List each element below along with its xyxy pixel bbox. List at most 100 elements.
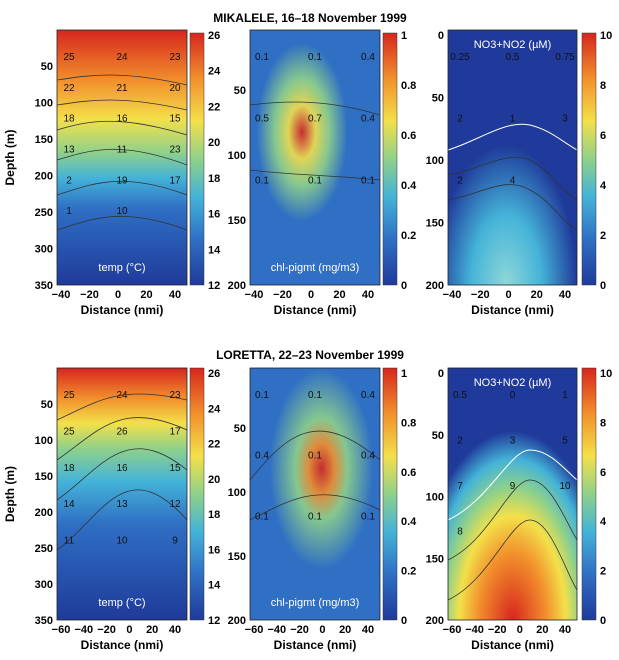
contour-label: 0.4: [361, 451, 375, 462]
nitrate-contour: [447, 184, 578, 231]
isotherm: [56, 393, 188, 421]
colorbar-chl: [382, 367, 398, 621]
y-tick-label: 250: [35, 207, 53, 219]
contour-label: 1: [66, 206, 72, 217]
contour-label: 9: [172, 536, 178, 547]
x-tick-label: 0: [505, 289, 511, 301]
y-tick-label: 50: [234, 423, 246, 435]
colorbar-tick-label: 20: [208, 474, 220, 486]
y-tick-label: 100: [426, 155, 444, 167]
y-tick-label: 0: [438, 30, 444, 42]
colorbar-temp: [189, 32, 205, 286]
panel-mikalele-chl: [249, 30, 398, 286]
colorbar-tick-label: 12: [208, 615, 220, 627]
x-tick-label: −60: [52, 624, 71, 636]
colorbar-tick-label: 10: [600, 368, 612, 380]
contour-label: 25: [63, 426, 75, 437]
variable-label: NO3+NO2 (µM): [474, 39, 552, 51]
colorbar-tick-label: 26: [208, 368, 220, 380]
panel-loretta-chl: [249, 367, 398, 621]
plot-frame: [56, 29, 188, 286]
colorbar-tick-label: 0.8: [401, 80, 416, 92]
contour-label: 5: [562, 436, 568, 447]
colorbar-tick-label: 0.6: [401, 130, 416, 142]
colorbar-tick-label: 16: [208, 209, 220, 221]
x-axis-label: Distance (nmi): [274, 638, 357, 652]
x-tick-label: −40: [52, 289, 71, 301]
variable-label: chl-pigmt (mg/m3): [271, 262, 360, 274]
title-loretta: LORETTA, 22–23 November 1999: [216, 348, 404, 362]
x-tick-label: 0: [115, 289, 121, 301]
colorbar-tick-label: 6: [600, 467, 606, 479]
x-tick-label: 40: [362, 624, 374, 636]
panel-mikalele-temp: [56, 30, 205, 286]
contour-label: 10: [116, 206, 128, 217]
contour-label: 9: [510, 481, 516, 492]
x-tick-label: 0: [308, 289, 314, 301]
x-tick-label: −40: [465, 624, 484, 636]
x-tick-label: −40: [267, 624, 286, 636]
colorbar-tick-label: 1: [401, 368, 407, 380]
contour-label: 17: [169, 175, 181, 186]
isotherm: [56, 215, 188, 231]
contour-label: 26: [116, 426, 128, 437]
contour-label: 0.5: [255, 114, 269, 125]
x-tick-label: −60: [245, 624, 264, 636]
contour-label: 11: [117, 145, 128, 156]
panel-loretta-nitrate: [447, 367, 597, 621]
colorbar-tick-label: 1: [401, 30, 407, 42]
contour-label: 3: [510, 436, 516, 447]
colorbar-tick-label: 12: [208, 280, 220, 292]
contour-label: 2: [66, 175, 72, 186]
contour-label: 10: [559, 481, 571, 492]
x-tick-label: −40: [443, 289, 462, 301]
contour-label: 0.1: [361, 175, 375, 186]
colorbar-tick-label: 10: [600, 30, 612, 42]
colorbar-tick-label: 8: [600, 417, 606, 429]
contour-label: 0.5: [506, 52, 520, 63]
contour-label: 0.1: [308, 390, 322, 401]
chl-contour: [249, 494, 381, 521]
isotherm: [56, 489, 188, 551]
contour-label: 25: [63, 52, 75, 63]
contour-label: 24: [116, 390, 128, 401]
x-tick-label: −20: [471, 289, 490, 301]
colorbar-tick-label: 0.2: [401, 230, 416, 242]
y-axis-label: Depth (m): [3, 466, 17, 522]
colorbar-tick-label: 18: [208, 173, 220, 185]
contour-label: 0.1: [255, 390, 269, 401]
contour-label: 16: [116, 463, 128, 474]
colorbar-tick-label: 0.8: [401, 417, 416, 429]
y-tick-label: 100: [35, 435, 53, 447]
colorbar-tick-label: 24: [208, 66, 221, 78]
colorbar-tick-label: 22: [208, 439, 220, 451]
y-tick-label: 250: [35, 543, 53, 555]
contour-label: 17: [169, 426, 181, 437]
contour-label: 1: [562, 390, 568, 401]
variable-label: temp (°C): [98, 597, 145, 609]
contour-label: 0.1: [255, 175, 269, 186]
y-tick-label: 100: [426, 492, 444, 504]
isotherm: [56, 448, 188, 501]
chl-contour: [249, 101, 381, 116]
contour-label: 7: [457, 481, 463, 492]
colorbar-tick-label: 2: [600, 230, 606, 242]
isotherm: [56, 417, 188, 461]
variable-label: temp (°C): [98, 262, 145, 274]
y-tick-label: 150: [228, 551, 246, 563]
x-tick-label: 40: [169, 624, 181, 636]
contour-label: 0.1: [308, 451, 322, 462]
y-tick-label: 200: [228, 615, 246, 627]
y-tick-label: 350: [35, 280, 53, 292]
x-tick-label: 20: [140, 289, 152, 301]
contour-label: 12: [169, 499, 181, 510]
x-tick-label: 40: [559, 289, 571, 301]
y-tick-label: 150: [426, 553, 444, 565]
x-tick-label: −40: [245, 289, 264, 301]
x-tick-label: 0: [517, 624, 523, 636]
contour-label: 19: [116, 175, 128, 186]
plot-frame: [249, 29, 381, 286]
contour-label: 0.1: [255, 52, 269, 63]
variable-label: chl-pigmt (mg/m3): [271, 597, 360, 609]
